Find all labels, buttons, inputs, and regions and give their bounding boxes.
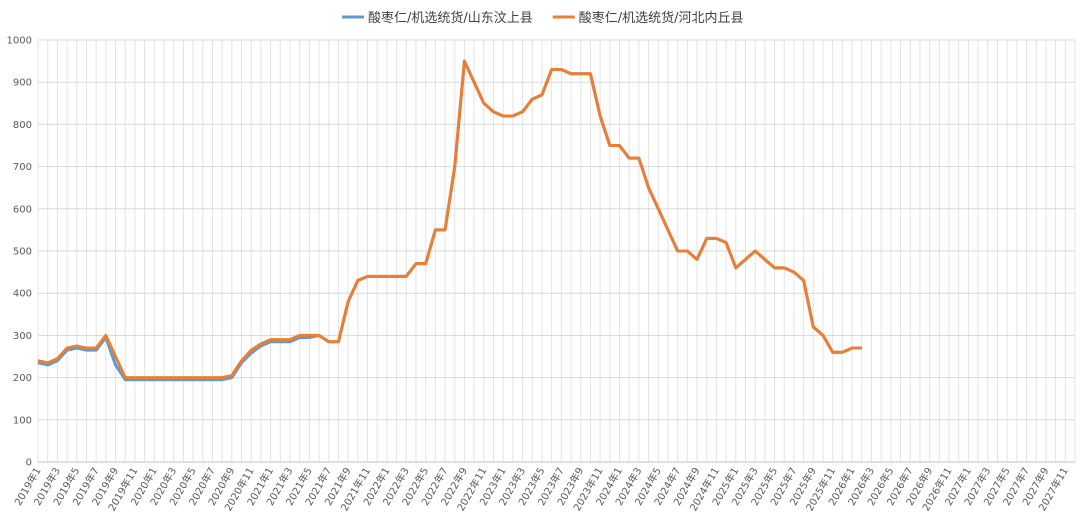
y-tick-label: 800 — [13, 120, 32, 131]
y-tick-label: 900 — [13, 78, 32, 89]
legend: 酸枣仁/机选统货/山东汶上县 酸枣仁/机选统货/河北内丘县 — [342, 10, 744, 26]
y-tick-label: 400 — [13, 289, 32, 300]
y-tick-label: 0 — [26, 458, 32, 469]
y-tick-label: 200 — [13, 373, 32, 384]
series-line — [37, 59, 862, 382]
y-tick-label: 1000 — [7, 36, 32, 47]
y-tick-label: 700 — [13, 162, 32, 173]
y-tick-label: 300 — [13, 331, 32, 342]
y-tick-label: 500 — [13, 247, 32, 258]
series-line — [37, 59, 862, 380]
legend-label: 酸枣仁/机选统货/山东汶上县 — [368, 10, 533, 26]
legend-label: 酸枣仁/机选统货/河北内丘县 — [579, 10, 744, 26]
y-tick-label: 100 — [13, 415, 32, 426]
y-tick-label: 600 — [13, 204, 32, 215]
